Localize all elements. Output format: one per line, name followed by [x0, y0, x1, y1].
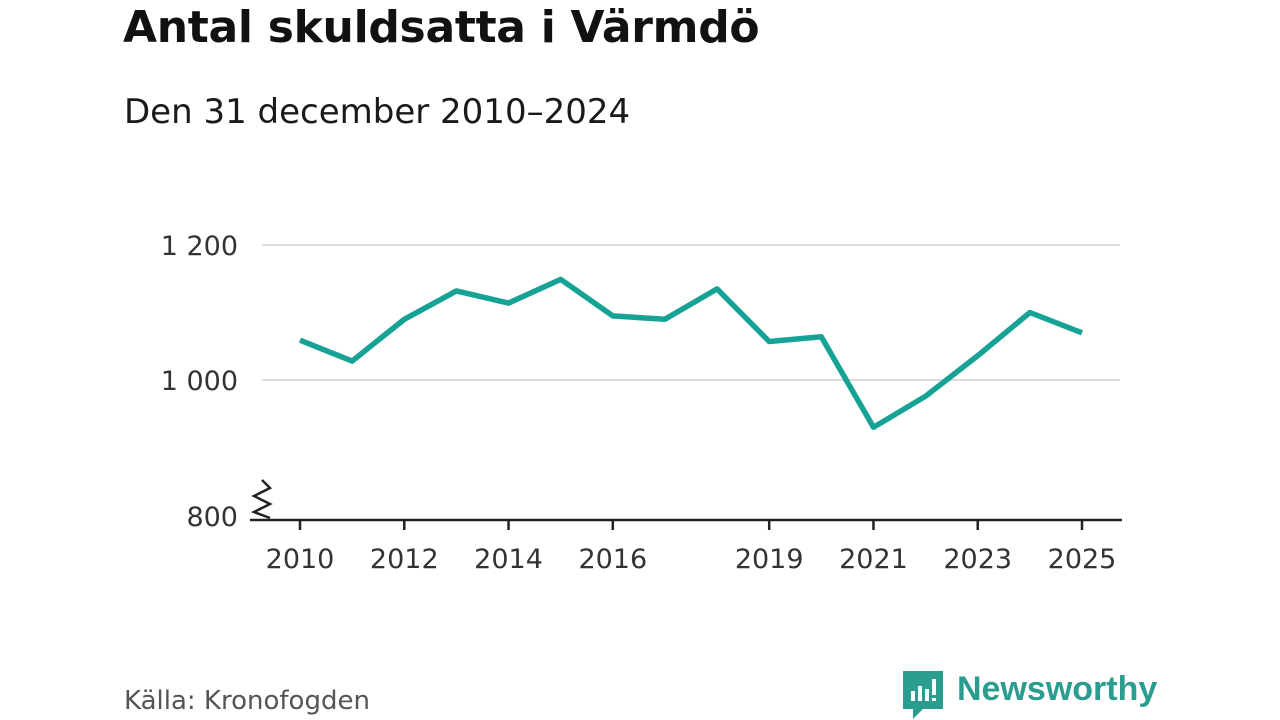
y-tick-label: 800 — [186, 502, 238, 533]
x-tick-label: 2021 — [839, 544, 908, 575]
x-tick-label: 2025 — [1048, 544, 1117, 575]
y-tick-label: 1 200 — [161, 231, 238, 262]
chart-title: Antal skuldsatta i Värmdö — [123, 2, 760, 53]
x-tick-label: 2016 — [578, 544, 647, 575]
x-tick-label: 2023 — [943, 544, 1012, 575]
series-line — [298, 276, 1083, 431]
newsworthy-logo-icon — [903, 671, 943, 719]
x-tick-label: 2012 — [370, 544, 439, 575]
y-tick-label: 1 000 — [161, 366, 238, 397]
series-layer — [298, 276, 1083, 431]
gridlines — [262, 244, 1120, 381]
axis-break-icon — [250, 479, 273, 520]
chart-subtitle: Den 31 december 2010–2024 — [124, 92, 631, 132]
tick-labels: 800 1 000 1 200 2010 2012 2014 2016 2019 2021 202… — [161, 231, 1117, 575]
x-tick-label: 2019 — [735, 544, 804, 575]
x-tick-label: 2014 — [474, 544, 543, 575]
x-tick-label: 2010 — [266, 544, 335, 575]
source-note: Källa: Kronofogden — [124, 686, 370, 716]
brand-logo: Newsworthy — [903, 670, 1157, 720]
axes — [250, 479, 1122, 530]
brand-name: Newsworthy — [957, 669, 1158, 708]
